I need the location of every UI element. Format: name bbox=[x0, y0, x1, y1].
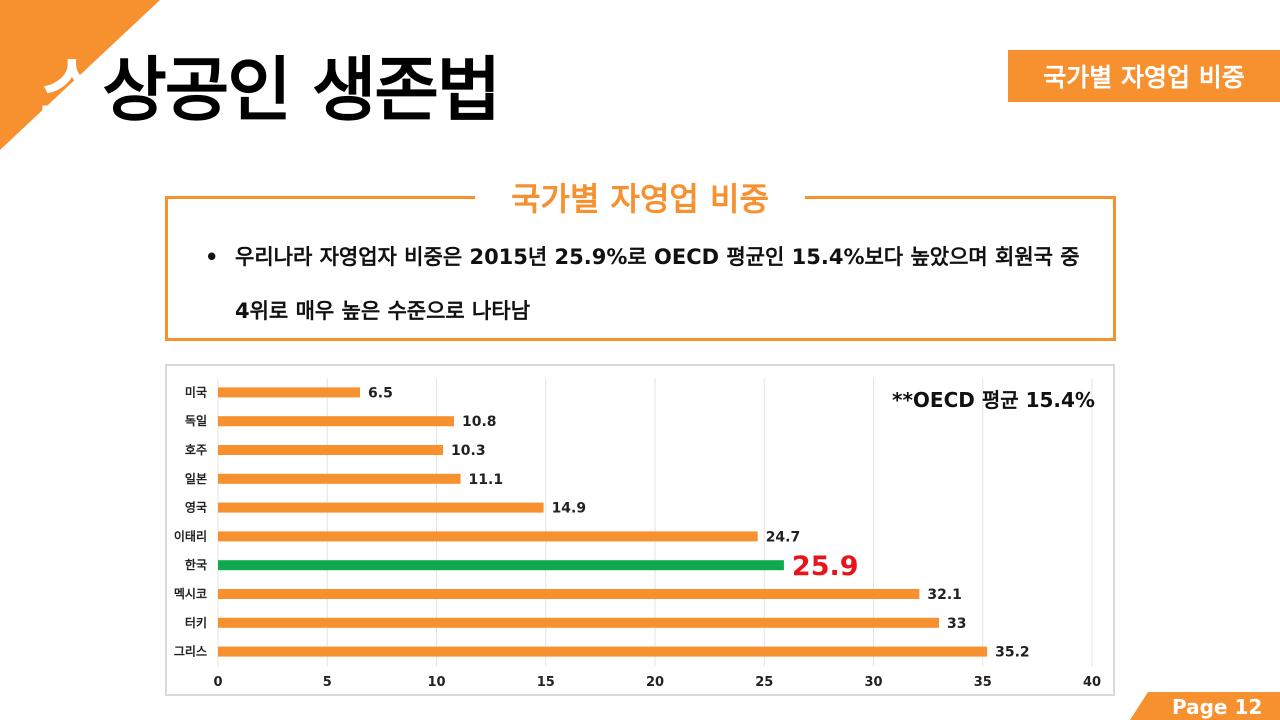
page-title: 소상공인 생존법 bbox=[40, 40, 501, 140]
data-label: 33 bbox=[947, 616, 966, 632]
bar bbox=[218, 502, 544, 513]
bar bbox=[218, 560, 784, 571]
page-title-first-char: 소 bbox=[40, 49, 104, 131]
category-label: 멕시코 bbox=[174, 586, 207, 601]
category-label: 이태리 bbox=[174, 528, 207, 543]
bar bbox=[218, 416, 454, 427]
data-label: 10.8 bbox=[462, 414, 497, 430]
page-title-rest: 상공인 생존법 bbox=[102, 49, 501, 131]
data-label: 24.7 bbox=[766, 529, 801, 545]
bar bbox=[218, 445, 444, 455]
summary-title: 국가별 자영업 비중 bbox=[475, 172, 805, 222]
bar bbox=[218, 473, 461, 484]
oecd-average-note: **OECD 평균 15.4% bbox=[892, 388, 1095, 412]
category-label: 한국 bbox=[185, 557, 207, 572]
data-label: 35.2 bbox=[995, 645, 1030, 661]
data-label: 10.3 bbox=[451, 443, 486, 459]
x-tick-label: 15 bbox=[537, 675, 555, 690]
bullet-icon: • bbox=[205, 245, 219, 269]
category-label: 독일 bbox=[185, 414, 207, 428]
x-tick-label: 30 bbox=[864, 675, 882, 690]
data-label: 14.9 bbox=[552, 501, 587, 517]
corner-triangle-decoration bbox=[0, 0, 160, 150]
bar bbox=[218, 531, 758, 542]
bar bbox=[218, 646, 988, 657]
bar bbox=[218, 387, 361, 398]
data-label: 6.5 bbox=[368, 385, 393, 401]
x-tick-label: 5 bbox=[323, 675, 332, 690]
x-tick-label: 35 bbox=[974, 675, 992, 690]
category-label: 그리스 bbox=[174, 644, 207, 659]
page-number: Page 12 bbox=[1172, 695, 1263, 719]
x-tick-label: 40 bbox=[1083, 675, 1101, 690]
category-label: 터키 bbox=[185, 615, 207, 630]
category-label: 일본 bbox=[185, 472, 207, 486]
data-label: 11.1 bbox=[469, 472, 504, 488]
x-tick-label: 10 bbox=[427, 675, 445, 690]
section-tag: 국가별 자영업 비중 bbox=[1008, 50, 1280, 102]
data-label: 32.1 bbox=[927, 587, 962, 603]
bar bbox=[218, 589, 920, 599]
x-tick-label: 25 bbox=[755, 675, 773, 690]
bar bbox=[218, 617, 940, 628]
summary-body: 우리나라 자영업자 비중은 2015년 25.9%로 OECD 평균인 15.4… bbox=[235, 245, 1080, 323]
page-ribbon-decoration bbox=[1130, 692, 1280, 720]
x-tick-label: 0 bbox=[213, 675, 222, 690]
highlight-data-label: 25.9 bbox=[792, 551, 859, 582]
category-label: 영국 bbox=[185, 500, 207, 515]
x-tick-label: 20 bbox=[646, 675, 664, 690]
category-label: 호주 bbox=[185, 443, 207, 457]
category-label: 미국 bbox=[185, 384, 207, 399]
